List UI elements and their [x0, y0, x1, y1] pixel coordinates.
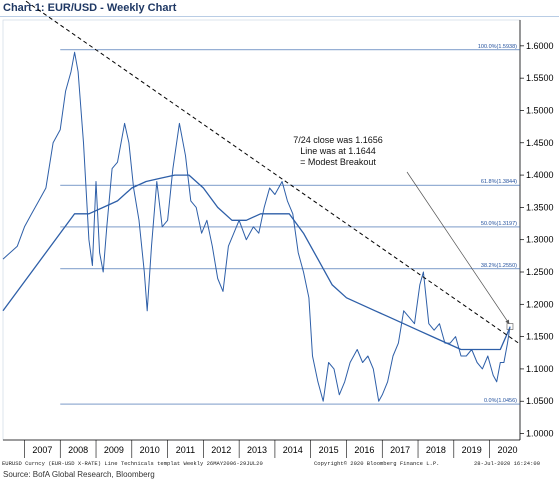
fib-level-label: 0.0%(1.0456) [484, 398, 517, 404]
x-tick-label: 2017 [390, 445, 410, 455]
y-tick-label: 1.2000 [526, 299, 554, 309]
y-tick-label: 1.0500 [526, 396, 554, 406]
fibonacci-levels: 100.0%(1.5938) 61.8%(1.3844) 50.0%(1.3197)… [60, 44, 520, 405]
y-tick-label: 1.1500 [526, 332, 554, 342]
source-note: Source: BofA Global Research, Bloomberg [3, 470, 155, 479]
breakout-marker [506, 323, 514, 330]
annotation-text: Line was at 1.1644 [300, 146, 376, 156]
eurusd-weekly-chart: 100.0%(1.5938) 61.8%(1.3844) 50.0%(1.3197)… [2, 0, 554, 458]
y-tick-label: 1.3500 [526, 202, 554, 212]
title-divider [0, 16, 559, 17]
y-tick-label: 1.2500 [526, 267, 554, 277]
moving-average-layer [2, 174, 511, 351]
x-tick-label: 2015 [319, 445, 339, 455]
x-tick-label: 2013 [247, 445, 267, 455]
x-tick-label: 2019 [462, 445, 482, 455]
price-layer [2, 51, 511, 402]
y-tick-label: 1.5500 [526, 73, 554, 83]
price-series-line [2, 51, 511, 402]
fib-level-label: 38.2%(1.2550) [481, 263, 517, 269]
annotation-text: 7/24 close was 1.1656 [293, 135, 383, 145]
x-tick-label: 2007 [32, 445, 52, 455]
x-tick-label: 2020 [497, 445, 517, 455]
annotation-arrow [406, 171, 510, 325]
x-tick-label: 2009 [104, 445, 124, 455]
fib-level-label: 61.8%(1.3844) [481, 179, 517, 185]
y-tick-label: 1.0000 [526, 429, 554, 439]
x-tick-label: 2018 [426, 445, 446, 455]
resistance-trendline [23, 0, 521, 345]
x-tick-label: 2016 [354, 445, 374, 455]
x-tick-label: 2010 [140, 445, 160, 455]
y-tick-label: 1.5000 [526, 105, 554, 115]
y-tick-label: 1.4000 [526, 170, 554, 180]
y-tick-label: 1.1000 [526, 364, 554, 374]
chart-title: Chart 1: EUR/USD - Weekly Chart [3, 2, 177, 14]
plot-area [2, 19, 521, 441]
x-tick-label: 2014 [283, 445, 303, 455]
y-tick-label: 1.6000 [526, 41, 554, 51]
x-tick-label: 2012 [211, 445, 231, 455]
fib-level-label: 50.0%(1.3197) [481, 221, 517, 227]
y-axis-ticks: 1.0000 1.0500 1.1000 1.1500 1.2000 1.2500 1.30… [520, 41, 554, 439]
fib-level-label: 100.0%(1.5938) [478, 44, 517, 50]
trendline-layer [23, 0, 521, 345]
x-axis-ticks: 2007 2008 2009 2010 2011 2012 2013 2014 2015 2016… [24, 440, 517, 458]
x-tick-label: 2011 [176, 445, 195, 455]
moving-average-line [2, 174, 511, 351]
x-tick-label: 2008 [68, 445, 88, 455]
footer-copyright: Copyright© 2020 Bloomberg Finance L.P. [314, 460, 440, 467]
y-tick-label: 1.4500 [526, 138, 554, 148]
footer-ticker: EURUSD Curncy (EUR-USD X-RATE) Line Tech… [2, 460, 263, 467]
footer-timestamp: 28-Jul-2020 16:24:00 [474, 460, 541, 467]
y-tick-label: 1.3000 [526, 235, 554, 245]
annotation-text: = Modest Breakout [300, 157, 376, 167]
